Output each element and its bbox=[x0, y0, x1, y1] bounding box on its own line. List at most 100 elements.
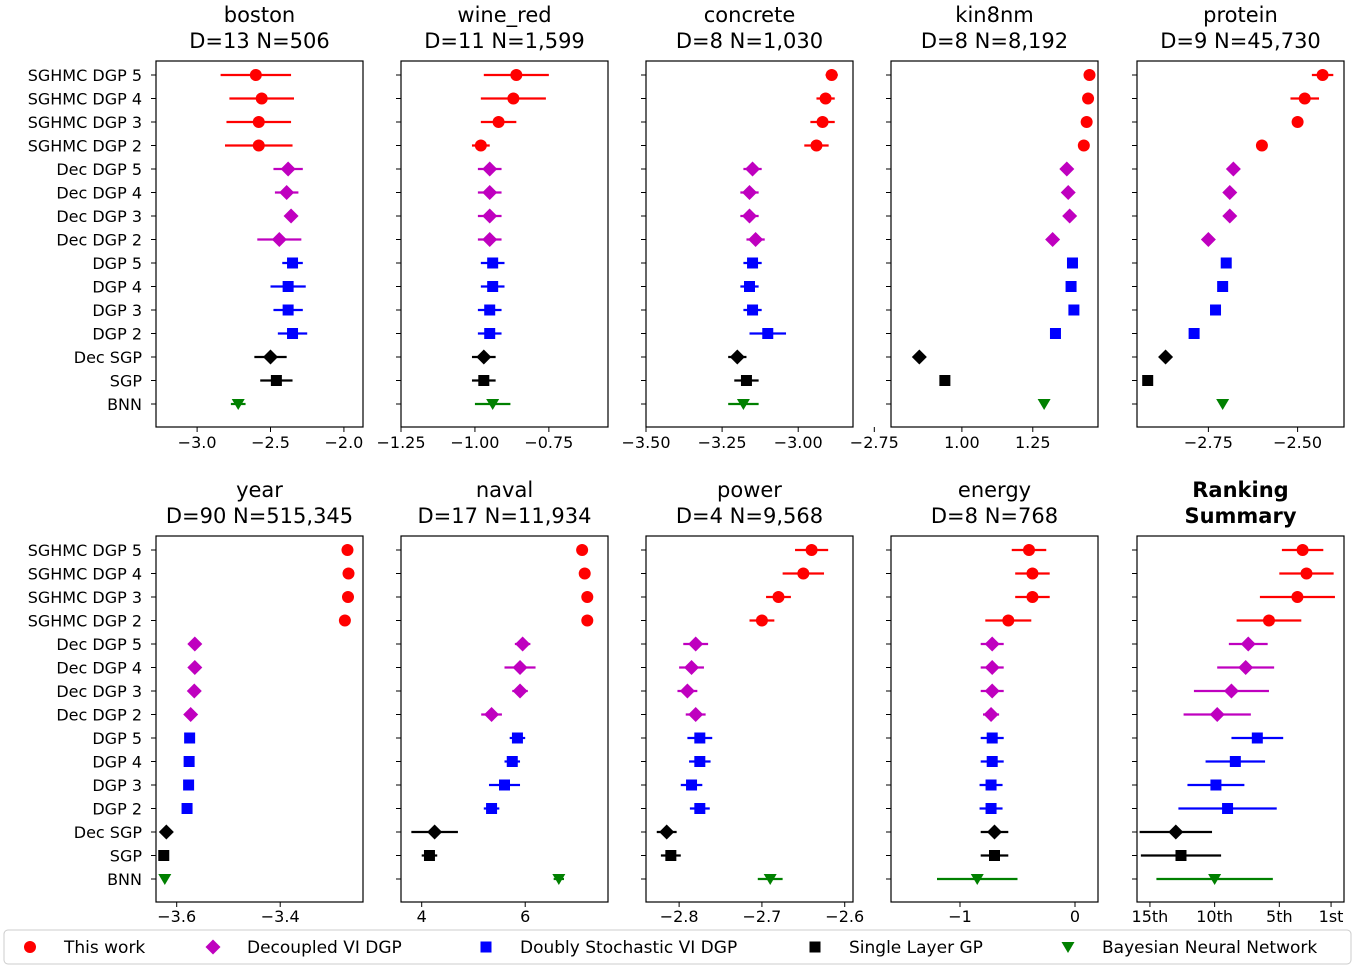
panel-subtitle: Summary bbox=[1184, 504, 1296, 528]
panel-title: protein bbox=[1203, 3, 1278, 27]
data-point bbox=[742, 185, 757, 200]
row-label: DGP 5 bbox=[92, 254, 142, 273]
x-tick-label: 10th bbox=[1196, 907, 1233, 926]
data-point bbox=[1316, 69, 1329, 81]
data-point bbox=[1225, 161, 1241, 177]
data-point bbox=[263, 349, 279, 365]
panel-title: naval bbox=[476, 478, 533, 502]
x-tick-label: −2.50 bbox=[1273, 433, 1322, 452]
data-point bbox=[985, 779, 997, 791]
data-point bbox=[341, 591, 354, 603]
row-label: DGP 3 bbox=[92, 776, 142, 795]
axes-frame bbox=[645, 535, 854, 903]
data-point bbox=[484, 707, 500, 722]
data-point bbox=[763, 874, 777, 885]
data-point bbox=[1065, 281, 1077, 292]
x-tick-label: −2.8 bbox=[660, 907, 699, 926]
data-point bbox=[484, 304, 496, 316]
data-point bbox=[984, 683, 1000, 699]
data-point bbox=[987, 824, 1002, 840]
data-point bbox=[576, 544, 589, 556]
legend-marker bbox=[809, 941, 821, 953]
data-point bbox=[581, 614, 594, 627]
legend-marker bbox=[205, 939, 221, 955]
row-label: SGHMC DGP 3 bbox=[28, 113, 142, 132]
x-tick-label: −3.6 bbox=[157, 907, 196, 926]
data-point bbox=[684, 660, 700, 675]
data-point bbox=[279, 185, 295, 200]
x-tick-label: −2.5 bbox=[251, 433, 290, 452]
data-point bbox=[252, 139, 265, 152]
row-label: DGP 5 bbox=[92, 729, 142, 748]
data-point bbox=[1142, 375, 1154, 386]
axes-frame bbox=[890, 60, 1099, 428]
data-point bbox=[282, 281, 294, 292]
x-tick-label: 0 bbox=[1070, 907, 1080, 926]
data-point bbox=[748, 232, 764, 247]
x-tick-label: −2.7 bbox=[742, 907, 781, 926]
data-point bbox=[1217, 281, 1229, 292]
x-tick-label: −2.6 bbox=[825, 907, 864, 926]
data-point bbox=[552, 874, 566, 885]
row-label: Dec DGP 2 bbox=[56, 231, 142, 250]
data-point bbox=[762, 328, 774, 339]
row-label: SGP bbox=[110, 372, 143, 391]
row-label: DGP 2 bbox=[92, 800, 142, 819]
panel-title: concrete bbox=[704, 3, 796, 27]
data-point bbox=[482, 161, 498, 177]
data-point bbox=[510, 69, 523, 81]
data-point bbox=[1200, 232, 1216, 247]
data-point bbox=[911, 349, 927, 365]
data-point bbox=[1060, 185, 1076, 200]
data-point bbox=[1298, 92, 1311, 105]
data-point bbox=[805, 544, 818, 556]
data-point bbox=[1210, 304, 1222, 316]
row-label: Dec DGP 3 bbox=[56, 207, 142, 226]
row-label: Dec DGP 4 bbox=[56, 184, 142, 203]
row-label: BNN bbox=[107, 870, 142, 889]
data-point bbox=[984, 636, 1000, 652]
x-tick-label: −1.00 bbox=[450, 433, 499, 452]
axes-frame bbox=[155, 60, 364, 428]
data-point bbox=[1082, 92, 1095, 105]
data-point bbox=[694, 803, 706, 814]
panel-title: power bbox=[717, 478, 782, 502]
data-point bbox=[1062, 208, 1078, 224]
row-label: SGHMC DGP 2 bbox=[28, 137, 142, 156]
x-tick-label: −0.75 bbox=[524, 433, 573, 452]
data-point bbox=[1223, 683, 1239, 699]
row-label: SGHMC DGP 3 bbox=[28, 588, 142, 607]
data-point bbox=[984, 660, 1000, 675]
data-point bbox=[515, 636, 531, 652]
data-point bbox=[427, 824, 443, 840]
data-point bbox=[482, 232, 498, 247]
axes-frame bbox=[155, 535, 364, 903]
x-tick-label: 1.25 bbox=[1015, 433, 1051, 452]
data-point bbox=[492, 116, 505, 128]
data-point bbox=[665, 850, 677, 861]
data-point bbox=[1229, 756, 1241, 767]
axes-frame bbox=[890, 535, 1099, 903]
row-label: Dec DGP 4 bbox=[56, 659, 142, 678]
legend: This work Decoupled VI DGP Doubly Stochast… bbox=[3, 929, 1352, 965]
data-point bbox=[983, 707, 999, 722]
row-label: Dec DGP 5 bbox=[56, 635, 142, 654]
panel-title: Ranking bbox=[1192, 478, 1288, 502]
data-point bbox=[1222, 208, 1238, 224]
x-tick-label: −2.75 bbox=[850, 433, 899, 452]
x-tick-label: −2.75 bbox=[1184, 433, 1233, 452]
data-point bbox=[1158, 349, 1174, 365]
data-point bbox=[482, 208, 498, 224]
axes-frame bbox=[400, 60, 609, 428]
data-point bbox=[478, 375, 490, 386]
data-point bbox=[797, 567, 810, 580]
data-point bbox=[487, 281, 499, 292]
panel-subtitle: D=4 N=9,568 bbox=[676, 504, 823, 528]
data-point bbox=[939, 375, 951, 386]
